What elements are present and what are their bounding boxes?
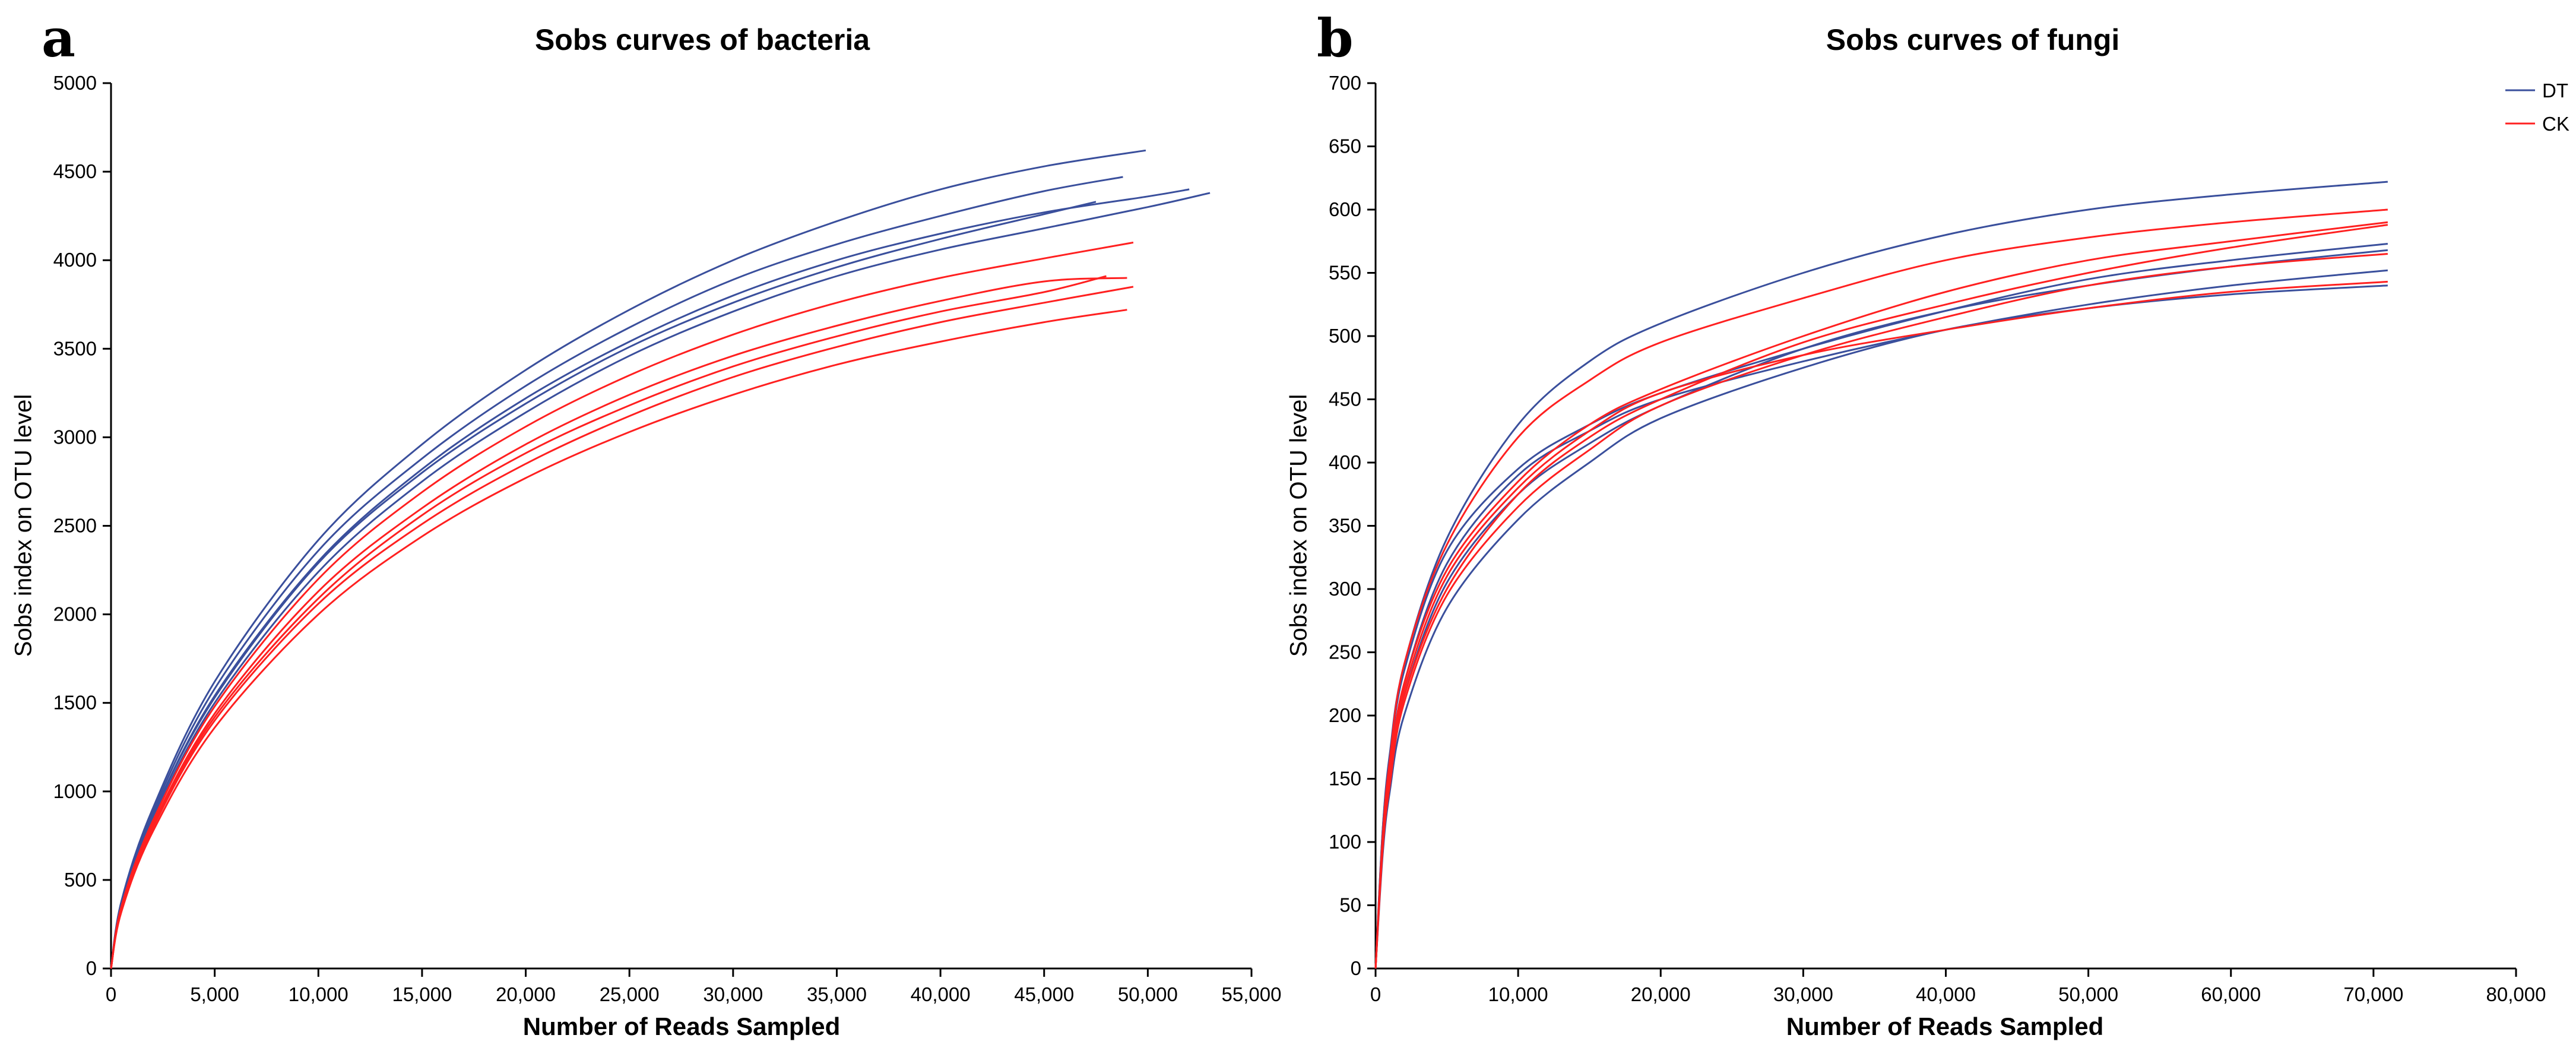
fungi-chart-title: Sobs curves of fungi [1826,23,2120,56]
bacteria-series-ck-line [110,277,1127,969]
bacteria-x-tick-label: 0 [106,983,116,1005]
fungi-y-tick-label: 650 [1329,135,1361,157]
legend-dt-label: DT [2542,80,2568,102]
bacteria-x-tick-label: 35,000 [807,983,867,1005]
bacteria-series-ck-line [110,241,1134,969]
fungi-series-dt-line [1374,269,2388,969]
fungi-series-dt-line [1374,243,2388,969]
bacteria-y-tick-label: 2000 [53,603,97,625]
fungi-x-tick-label: 80,000 [2486,983,2546,1005]
bacteria-x-tick-label: 20,000 [496,983,556,1005]
fungi-y-tick-label: 300 [1329,578,1361,600]
bacteria-series-dt-line [110,201,1097,969]
fungi-y-tick-label: 200 [1329,704,1361,726]
fungi-y-tick-label: 0 [1351,957,1361,979]
bacteria-y-tick-label: 500 [64,869,97,891]
bacteria-x-tick-label: 10,000 [289,983,348,1005]
fungi-y-tick-label: 150 [1329,768,1361,790]
fungi-x-tick-label: 70,000 [2343,983,2403,1005]
fungi-series-dt-line [1374,284,2388,969]
fungi-series-ck-line [1374,280,2388,969]
bacteria-y-tick-label: 0 [86,957,97,979]
fungi-series-dt-line [1374,181,2388,969]
bacteria-x-tick-label: 55,000 [1222,983,1282,1005]
fungi-x-tick-label: 30,000 [1773,983,1833,1005]
panel-letter-a: a [42,7,76,69]
bacteria-chart-title: Sobs curves of bacteria [534,23,870,56]
fungi-y-tick-label: 500 [1329,325,1361,347]
fungi-y-tick-label: 250 [1329,641,1361,663]
bacteria-y-tick-label: 5000 [53,72,97,94]
fungi-y-tick-label: 350 [1329,515,1361,537]
fungi-y-tick-label: 600 [1329,198,1361,220]
bacteria-x-tick-label: 50,000 [1118,983,1178,1005]
fungi-series-ck-line [1374,253,2388,969]
bacteria-x-tick-label: 40,000 [911,983,971,1005]
fungi-x-tick-label: 40,000 [1916,983,1976,1005]
bacteria-x-tick-label: 30,000 [703,983,763,1005]
bacteria-series-ck-line [110,275,1107,969]
fungi-x-tick-label: 60,000 [2201,983,2261,1005]
bacteria-y-tick-label: 3000 [53,426,97,448]
bacteria-y-tick-label: 1000 [53,780,97,802]
fungi-series-ck-line [1374,224,2388,969]
bacteria-y-tick-label: 2500 [53,515,97,537]
fungi-x-tick-label: 20,000 [1631,983,1691,1005]
bacteria-y-tick-label: 4500 [53,160,97,182]
bacteria-x-axis-label: Number of Reads Sampled [522,1012,841,1040]
fungi-y-tick-label: 400 [1329,451,1361,473]
bacteria-y-tick-label: 3500 [53,337,97,359]
bacteria-x-tick-label: 5,000 [190,983,239,1005]
fungi-x-tick-label: 50,000 [2058,983,2118,1005]
bacteria-y-tick-label: 1500 [53,692,97,714]
bacteria-series-ck-line [110,309,1127,969]
bacteria-y-tick-label: 4000 [53,249,97,271]
bacteria-series-dt-line [110,149,1146,969]
fungi-y-tick-label: 450 [1329,388,1361,410]
panel-letter-b: b [1317,7,1354,69]
fungi-x-axis-label: Number of Reads Sampled [1786,1012,2104,1040]
fungi-y-tick-label: 700 [1329,72,1361,94]
fungi-y-tick-label: 550 [1329,262,1361,284]
fungi-x-tick-label: 10,000 [1488,983,1548,1005]
bacteria-series-dt-line [110,192,1211,969]
bacteria-x-tick-label: 45,000 [1014,983,1074,1005]
fungi-y-tick-label: 100 [1329,831,1361,853]
bacteria-series-dt-line [110,176,1123,969]
fungi-series-ck-line [1374,221,2388,969]
bacteria-series-ck-line [110,286,1134,969]
fungi-y-tick-label: 50 [1339,894,1361,916]
bacteria-x-tick-label: 25,000 [600,983,660,1005]
legend-ck-label: CK [2542,113,2569,135]
fungi-series-dt-line [1374,249,2388,969]
bacteria-x-tick-label: 15,000 [392,983,452,1005]
fungi-x-tick-label: 0 [1370,983,1381,1005]
fungi-series-ck-line [1374,208,2388,969]
